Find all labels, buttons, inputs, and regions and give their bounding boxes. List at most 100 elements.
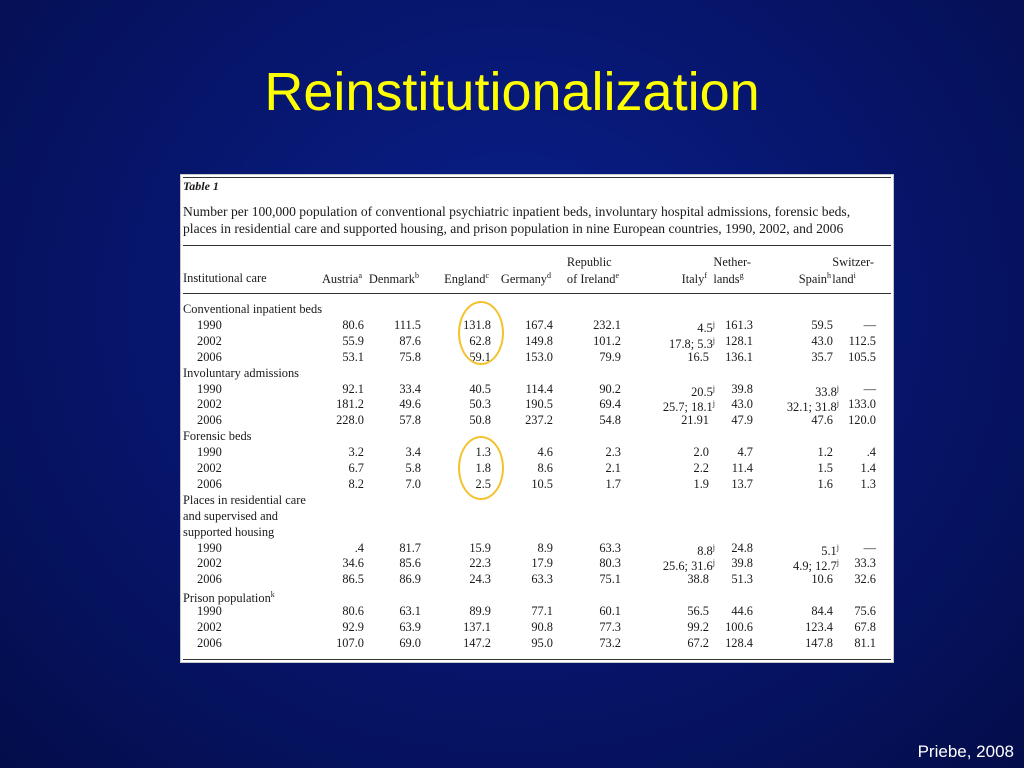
cell-footnote: j xyxy=(836,383,839,393)
cell-footnote: j xyxy=(836,399,839,409)
table-cell: 10.6 xyxy=(811,572,833,587)
table-cell: 32.1; 31.8j xyxy=(786,399,839,415)
header-institutional-care: Institutional care xyxy=(183,271,267,285)
column-header-line1: Switzer- xyxy=(832,255,874,269)
table-cell: 4.9; 12.7j xyxy=(793,558,839,574)
table-cell: 167.4 xyxy=(525,317,553,332)
table-cell: 32.6 xyxy=(854,572,876,587)
table-cell: 63.3 xyxy=(531,572,553,587)
table-cell: 35.7 xyxy=(811,349,833,364)
table-cell: — xyxy=(863,317,876,332)
table-cell: 25.7; 18.1j xyxy=(662,399,715,415)
column-header-footnote: b xyxy=(415,271,419,280)
table-cell: 13.7 xyxy=(731,476,753,491)
table-row: 1990 3.2 3.4 1.3 4.6 2.3 2.0 4.7 1.2.4 xyxy=(181,444,895,460)
cell-footnote: j xyxy=(712,399,715,409)
table-cell: 128.1 xyxy=(725,333,753,348)
table-row: 2002 6.7 5.8 1.8 8.6 2.1 2.2 11.4 1.5 1.4 xyxy=(181,460,895,476)
column-header-footnote: g xyxy=(739,271,744,280)
section-title: Conventional inpatient beds xyxy=(183,302,323,316)
table-cell: 90.2 xyxy=(599,381,621,396)
column-header-line2: Spain xyxy=(798,272,827,287)
table-cell: 5.8 xyxy=(405,461,422,475)
table-cell: 2.0 xyxy=(693,445,710,460)
table-cell: 86.5 xyxy=(342,572,364,587)
table-cell: 1.9 xyxy=(693,476,710,491)
row-year: 2002 xyxy=(197,397,222,412)
column-header-line2: Denmark xyxy=(368,272,415,287)
column-header-line1 xyxy=(322,255,362,269)
table-cell: 2.2 xyxy=(693,461,710,475)
row-year: 2006 xyxy=(197,572,222,587)
row-year: 2006 xyxy=(197,413,222,428)
table-cell: 101.2 xyxy=(593,333,621,348)
row-year: 2006 xyxy=(197,349,222,364)
table-cell: 5.1j xyxy=(821,542,839,558)
table-cell: 44.6 xyxy=(731,604,753,619)
column-header-line2: Italy xyxy=(681,272,705,287)
table-cell: 92.1 xyxy=(342,381,364,396)
table-cell: 54.8 xyxy=(599,413,621,428)
cell-footnote: j xyxy=(712,383,715,393)
table-cell: 63.3 xyxy=(599,540,621,555)
table-cell: 114.4 xyxy=(525,381,553,396)
column-header-footnote: h xyxy=(827,271,831,280)
table-cell: 147.2 xyxy=(463,635,491,650)
table-cell: 17.9 xyxy=(531,556,553,571)
top-rule xyxy=(183,177,891,178)
table-cell: 75.8 xyxy=(399,349,421,364)
table-cell: 8.9 xyxy=(537,540,554,555)
table-cell: 21.91 xyxy=(681,413,709,428)
column-header: Republic of Irelande xyxy=(567,255,619,286)
table-cell: 38.8 xyxy=(687,572,709,587)
table-cell: 33.4 xyxy=(399,381,421,396)
table-cell: 7.0 xyxy=(405,476,422,491)
section-title: Forensic beds xyxy=(183,429,252,444)
table-caption: Number per 100,000 population of convent… xyxy=(183,203,891,237)
table-row: 2006 228.0 57.8 50.8 237.2 54.8 21.91 47.9 47.6 1… xyxy=(181,412,895,428)
table-cell: 1.4 xyxy=(860,461,877,475)
column-header-line1 xyxy=(444,255,489,269)
table-cell: 2.3 xyxy=(605,445,622,460)
table-cell: 80.6 xyxy=(342,604,364,619)
column-header-line2: Austria xyxy=(321,272,359,287)
table-cell: 107.0 xyxy=(336,635,364,650)
table-cell: 111.5 xyxy=(394,317,421,332)
row-year: 2002 xyxy=(197,620,222,634)
column-header-footnote: i xyxy=(853,271,856,280)
table-cell: 51.3 xyxy=(731,572,753,587)
table-cell: 232.1 xyxy=(593,317,621,332)
table-cell: 69.0 xyxy=(399,635,421,650)
table-row: 2002 34.6 85.6 22.3 17.9 80.3 25.6; 31.6j 39.8 4… xyxy=(181,555,895,574)
table-cell: 75.6 xyxy=(854,604,876,619)
table-cell: 190.5 xyxy=(525,397,553,412)
table-cell: 20.5j xyxy=(691,383,715,399)
table-cell: 4.5j xyxy=(697,319,715,336)
table-row: 2006 8.2 7.0 2.5 10.5 1.7 1.9 13.7 1.6 1.3 xyxy=(181,476,895,492)
table-cell: 50.3 xyxy=(469,397,491,412)
table-cell: 1.2 xyxy=(817,445,834,460)
table-cell: 86.9 xyxy=(399,572,421,587)
table-cell: 99.2 xyxy=(687,620,709,634)
table-cell: 80.3 xyxy=(599,556,621,571)
column-header: Englandc xyxy=(444,255,489,286)
table-cell: 1.6 xyxy=(817,476,834,491)
column-header-line1: Republic xyxy=(566,255,612,269)
table-cell: 95.0 xyxy=(531,635,553,650)
table-cell: 85.6 xyxy=(399,556,421,571)
column-header-line1 xyxy=(501,255,551,269)
header-bottom-rule xyxy=(183,293,891,294)
cell-footnote: j xyxy=(836,542,839,552)
table-cell: 1.5 xyxy=(817,461,834,475)
table-cell: 43.0 xyxy=(811,333,833,348)
row-year: 2002 xyxy=(197,556,222,571)
table-cell: 55.9 xyxy=(342,333,364,348)
table-cell: 33.3 xyxy=(854,556,876,571)
column-header-footnote: c xyxy=(485,271,489,280)
column-header-line2: Germany xyxy=(500,272,547,287)
table-cell: 149.8 xyxy=(525,333,553,348)
table-cell: 4.7 xyxy=(737,445,754,460)
table-cell: 161.3 xyxy=(725,317,753,332)
table-cell: 57.8 xyxy=(399,413,421,428)
table-cell: 153.0 xyxy=(525,349,553,364)
